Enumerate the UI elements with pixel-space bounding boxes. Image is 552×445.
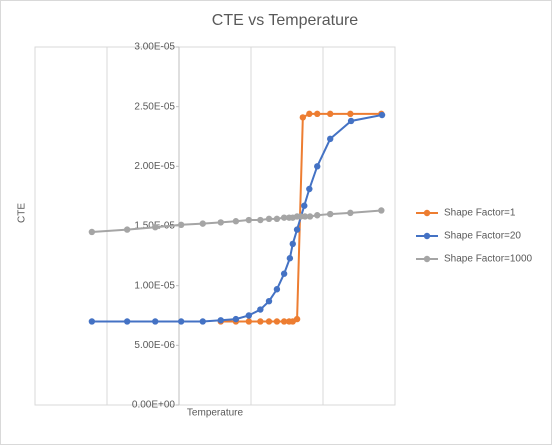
data-point [257,306,264,313]
data-point [257,318,264,325]
data-point [280,318,288,325]
data-point [245,216,253,224]
data-point [280,214,288,221]
data-point [314,110,321,118]
data-point [347,110,354,118]
legend-marker [423,232,431,240]
data-point [177,318,185,325]
data-point [232,218,240,225]
data-point [299,114,307,121]
data-point [314,163,321,170]
data-point [306,185,313,193]
x-axis-title: Temperature [187,408,244,419]
data-point [347,117,355,125]
y-tick-label: 5.00E-06 [134,340,175,351]
legend-label: Shape Factor=1000 [444,254,533,265]
data-point [293,226,301,233]
data-point [152,223,159,231]
data-point [199,318,206,325]
data-point [378,207,385,214]
data-point [293,315,301,323]
data-point [265,297,273,305]
data-point [378,111,386,119]
data-point [245,312,253,319]
data-point [123,318,131,325]
data-point [177,221,185,229]
legend-marker [423,255,431,263]
data-point [123,226,131,233]
data-point [199,220,206,227]
data-point [286,255,294,262]
data-point [327,135,334,143]
data-point [327,210,334,218]
data-point [217,317,224,324]
data-point [88,318,96,325]
y-tick-label: 1.00E-05 [134,280,175,291]
legend-label: Shape Factor=1 [444,208,516,219]
data-point [289,240,296,248]
data-point [306,213,314,220]
y-axis-title: CTE [17,203,28,223]
data-point [280,270,288,277]
data-point [273,215,281,223]
data-point [265,215,273,223]
data-point [314,212,321,219]
data-point [347,209,354,217]
data-point [273,286,281,293]
y-tick-label: 3.00E-05 [134,42,175,53]
data-point [88,228,96,236]
legend-marker [423,209,431,217]
data-point [152,318,159,325]
data-point [232,315,240,323]
data-point [301,213,309,220]
data-point [217,219,224,226]
y-tick-label: 2.50E-05 [134,101,175,112]
data-point [327,110,334,118]
data-point [257,216,264,224]
chart-title: CTE vs Temperature [212,12,359,29]
data-point [306,110,313,118]
plot-border [34,46,396,406]
data-point [273,318,281,325]
data-point [245,318,253,325]
series-line [91,209,382,233]
data-point [301,202,308,209]
legend-label: Shape Factor=20 [444,231,521,242]
y-tick-label: 2.00E-05 [134,161,175,172]
data-point [265,318,273,325]
y-tick-label: 0.00E+00 [132,400,176,411]
